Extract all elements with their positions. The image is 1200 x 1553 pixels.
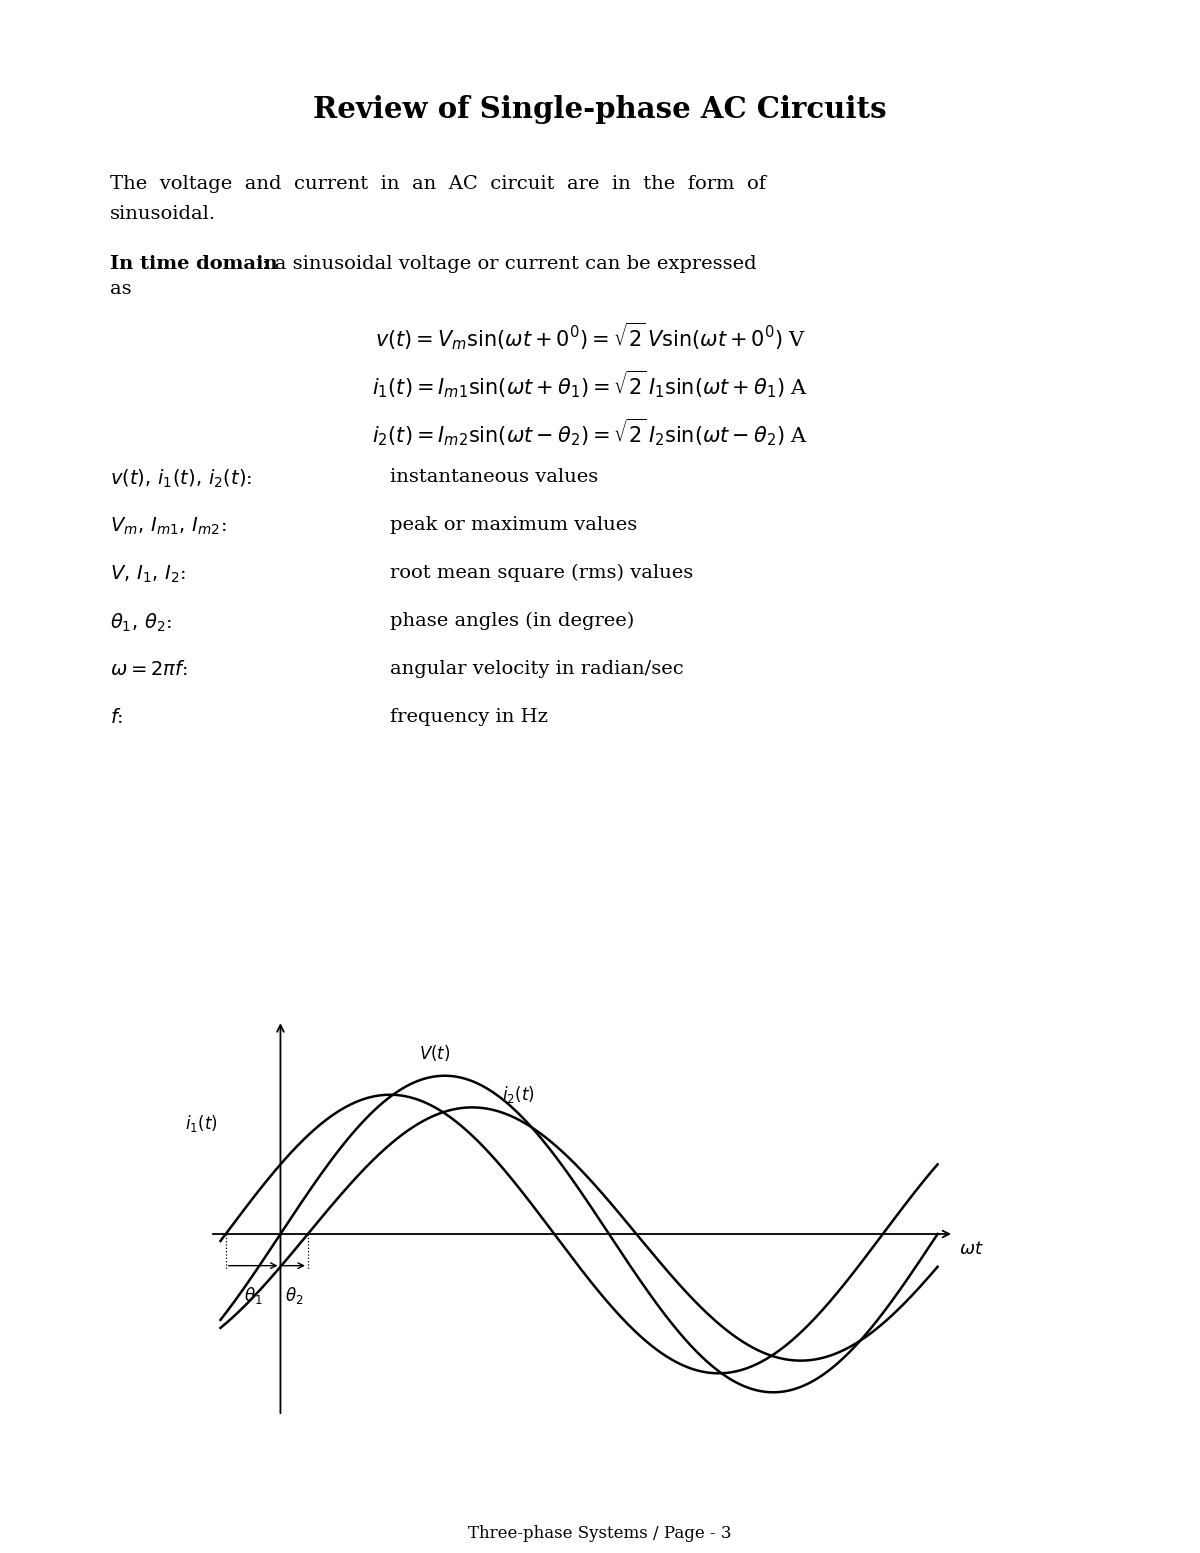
Text: $\theta_1,\, \theta_2$:: $\theta_1,\, \theta_2$: — [110, 612, 172, 634]
Text: $v(t) = V_m \sin(\omega t + 0^0) = \sqrt{2}\, V \sin(\omega t + 0^0)\;$V: $v(t) = V_m \sin(\omega t + 0^0) = \sqrt… — [374, 320, 805, 353]
Text: phase angles (in degree): phase angles (in degree) — [390, 612, 635, 631]
Text: instantaneous values: instantaneous values — [390, 467, 599, 486]
Text: peak or maximum values: peak or maximum values — [390, 516, 637, 534]
Text: $V,\, I_1,\, I_2$:: $V,\, I_1,\, I_2$: — [110, 564, 186, 585]
Text: $v(t),\, i_1(t),\, i_2(t)$:: $v(t),\, i_1(t),\, i_2(t)$: — [110, 467, 252, 491]
Text: The  voltage  and  current  in  an  AC  circuit  are  in  the  form  of: The voltage and current in an AC circuit… — [110, 175, 766, 193]
Text: $f$:: $f$: — [110, 708, 124, 727]
Text: $\omega = 2\pi f$:: $\omega = 2\pi f$: — [110, 660, 187, 679]
Text: $\theta_1$: $\theta_1$ — [244, 1284, 263, 1306]
Text: In time domain: In time domain — [110, 255, 277, 273]
Text: : a sinusoidal voltage or current can be expressed: : a sinusoidal voltage or current can be… — [262, 255, 757, 273]
Text: $V_m,\, I_{m1},\, I_{m2}$:: $V_m,\, I_{m1},\, I_{m2}$: — [110, 516, 227, 537]
Text: $i_1(t)$: $i_1(t)$ — [185, 1112, 217, 1134]
Text: sinusoidal.: sinusoidal. — [110, 205, 216, 224]
Text: $i_2(t) = I_{m2} \sin(\omega t - \theta_2) = \sqrt{2}\, I_2 \sin(\omega t - \the: $i_2(t) = I_{m2} \sin(\omega t - \theta_… — [372, 416, 808, 447]
Text: Review of Single-phase AC Circuits: Review of Single-phase AC Circuits — [313, 95, 887, 124]
Text: frequency in Hz: frequency in Hz — [390, 708, 548, 725]
Text: $i_2(t)$: $i_2(t)$ — [503, 1084, 535, 1104]
Text: $i_1(t) = I_{m1} \sin(\omega t + \theta_1) = \sqrt{2}\, I_1 \sin(\omega t + \the: $i_1(t) = I_{m1} \sin(\omega t + \theta_… — [372, 368, 808, 399]
Text: $\theta_2$: $\theta_2$ — [284, 1284, 304, 1306]
Text: $V(t)$: $V(t)$ — [419, 1044, 450, 1064]
Text: angular velocity in radian/sec: angular velocity in radian/sec — [390, 660, 684, 679]
Text: root mean square (rms) values: root mean square (rms) values — [390, 564, 694, 582]
Text: Three-phase Systems / Page - 3: Three-phase Systems / Page - 3 — [468, 1525, 732, 1542]
Text: as: as — [110, 280, 132, 298]
Text: $\omega t$: $\omega t$ — [959, 1241, 984, 1258]
